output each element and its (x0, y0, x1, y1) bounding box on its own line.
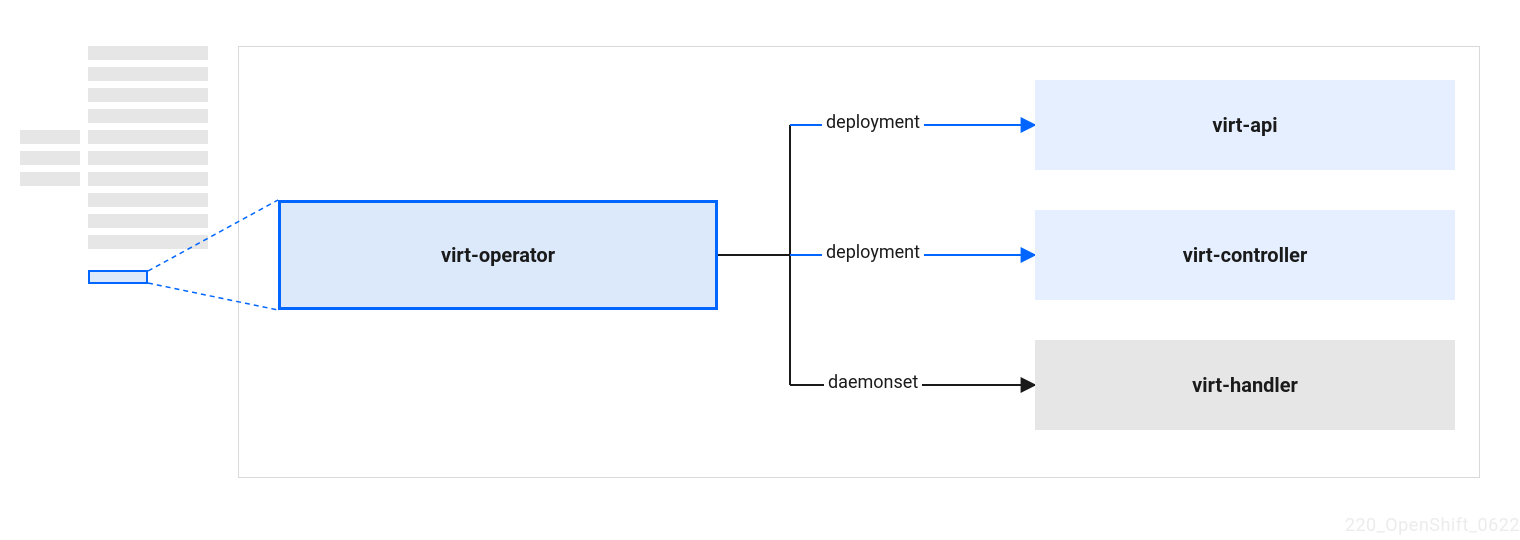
stack-bar (88, 193, 208, 207)
node-virt-operator: virt-operator (278, 200, 718, 310)
stack-bar (88, 151, 208, 165)
edge-label-deployment-controller: deployment (822, 242, 924, 263)
edge-label-daemonset-handler: daemonset (824, 372, 922, 393)
node-virt-handler: virt-handler (1035, 340, 1455, 430)
stack-bar (88, 172, 208, 186)
stack-bar (88, 235, 208, 249)
node-virt-api: virt-api (1035, 80, 1455, 170)
stack-bar (20, 172, 80, 186)
stack-bar (88, 214, 208, 228)
edge-label-deployment-api: deployment (822, 112, 924, 133)
node-label: virt-operator (441, 243, 555, 267)
stack-bar (20, 130, 80, 144)
stack-highlight-bar (88, 270, 148, 284)
node-label: virt-handler (1192, 373, 1298, 397)
node-label: virt-api (1212, 113, 1277, 137)
node-label: virt-controller (1183, 243, 1308, 267)
stack-bar (88, 67, 208, 81)
stack-bar (88, 46, 208, 60)
node-virt-controller: virt-controller (1035, 210, 1455, 300)
stack-bar (88, 130, 208, 144)
stack-bar (20, 151, 80, 165)
stack-bar (88, 88, 208, 102)
watermark: 220_OpenShift_0622 (1345, 515, 1520, 536)
stack-bar (88, 109, 208, 123)
